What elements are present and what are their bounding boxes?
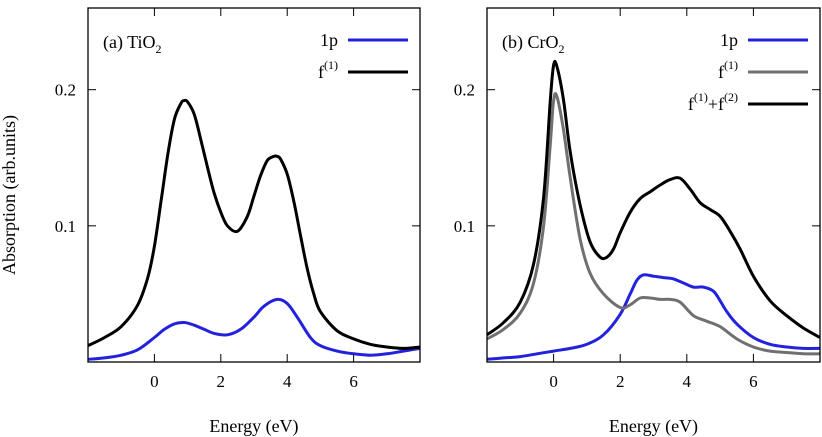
panel-label-subscript: 2	[559, 42, 565, 56]
x-tick-label: 6	[349, 372, 358, 391]
x-tick-label: 6	[749, 372, 758, 391]
plot-frame	[87, 7, 421, 363]
legend-label-base: 1p	[320, 30, 338, 50]
y-axis-title: Absorption (arb.units)	[0, 115, 20, 275]
panel-label: (b) CrO2	[502, 32, 565, 56]
legend-label-0: 1p	[320, 30, 338, 50]
x-tick-label: 2	[616, 372, 625, 391]
x-tick-label: 4	[283, 372, 292, 391]
y-tick-label: 0.2	[454, 81, 475, 100]
legend-label-0: 1p	[720, 30, 738, 50]
x-axis-title: Energy (eV)	[609, 416, 698, 437]
legend-label-base: 1p	[720, 30, 738, 50]
series-line-1	[88, 98, 420, 350]
legend-label-1: f(1)	[318, 58, 338, 82]
legend-label-superscript-2: (2)	[724, 90, 738, 104]
legend-label-base: f	[318, 62, 324, 82]
legend-label-base: f	[718, 62, 724, 82]
legend-label-base: f	[688, 94, 694, 114]
legend-label-mid: +f	[708, 94, 724, 114]
legend-label-superscript: (1)	[724, 58, 738, 72]
series-line-1	[487, 91, 820, 356]
panel-label-text: (b) CrO	[502, 32, 559, 53]
x-tick-label: 0	[150, 372, 159, 391]
x-tick-label: 0	[549, 372, 558, 391]
y-tick-label: 0.1	[454, 217, 475, 236]
x-tick-label: 2	[217, 372, 226, 391]
legend-label-superscript: (1)	[694, 90, 708, 104]
x-axis-title: Energy (eV)	[209, 416, 298, 437]
legend-label-1: f(1)	[718, 58, 738, 82]
x-tick-label: 4	[683, 372, 692, 391]
series-line-0	[88, 297, 420, 361]
y-tick-label: 0.1	[55, 217, 76, 236]
y-tick-label: 0.2	[55, 81, 76, 100]
panel-label-text: (a) TiO	[103, 32, 156, 53]
panel-label: (a) TiO2	[103, 32, 162, 56]
plot-frame	[486, 7, 821, 363]
panel-label-subscript: 2	[156, 42, 162, 56]
series-line-2	[487, 60, 820, 339]
legend-label-superscript: (1)	[324, 58, 338, 72]
series-line-0	[487, 273, 820, 361]
legend-label-2: f(1)+f(2)	[688, 90, 738, 114]
